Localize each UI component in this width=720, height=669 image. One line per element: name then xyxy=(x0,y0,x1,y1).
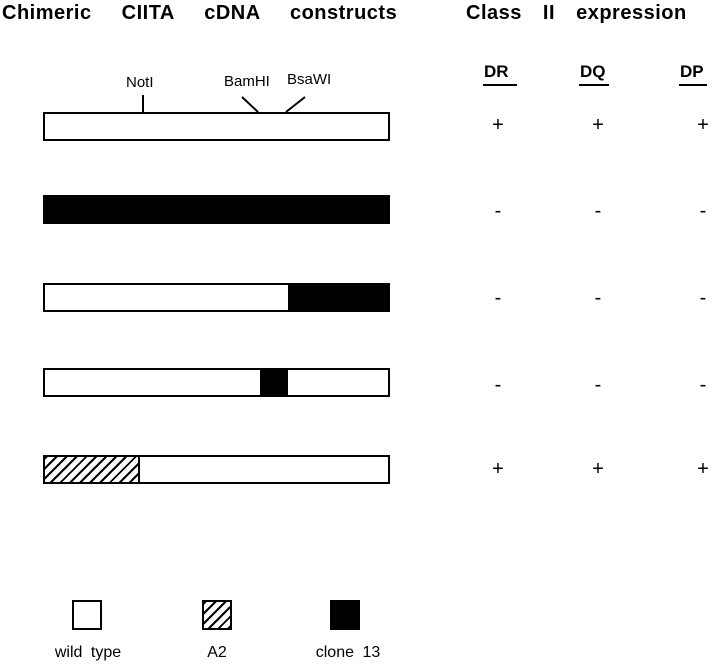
construct-segment-wild xyxy=(45,285,288,310)
legend-swatch-wild-type xyxy=(72,600,102,630)
expression-value: - xyxy=(699,200,707,222)
expression-value: - xyxy=(699,287,707,309)
construct-bar-chimera-internal-clone13 xyxy=(43,368,390,397)
expression-value: + xyxy=(492,458,504,480)
expression-value: - xyxy=(594,200,602,222)
expression-value: - xyxy=(494,374,502,396)
legend-swatch-a2 xyxy=(202,600,232,630)
construct-segment-clone13 xyxy=(287,285,388,310)
column-header-dp: DP xyxy=(679,62,707,86)
restriction-site-pointer-lines xyxy=(142,95,306,113)
bsaWI-pointer-line xyxy=(285,96,306,113)
legend-swatch-clone13 xyxy=(330,600,360,630)
construct-segment-wild xyxy=(287,370,388,395)
restriction-site-label-notI: NotI xyxy=(126,74,154,91)
construct-segment-clone13 xyxy=(260,370,288,395)
column-header-dq: DQ xyxy=(579,62,609,86)
figure-title-expression: Class II expression xyxy=(466,2,687,24)
construct-bar-chimera-3prime-clone13 xyxy=(43,283,390,312)
restriction-site-label-bsaWI: BsaWI xyxy=(287,71,332,88)
construct-bar-clone13 xyxy=(43,195,390,224)
expression-value: - xyxy=(699,374,707,396)
column-header-dr: DR xyxy=(483,62,517,86)
construct-segment-a2 xyxy=(45,457,140,482)
expression-value: + xyxy=(592,458,604,480)
expression-value: - xyxy=(494,200,502,222)
expression-value: + xyxy=(492,114,504,136)
expression-value: + xyxy=(592,114,604,136)
expression-value: + xyxy=(697,114,709,136)
construct-bar-chimera-5prime-a2 xyxy=(43,455,390,484)
expression-value: - xyxy=(494,287,502,309)
expression-value: + xyxy=(697,458,709,480)
construct-bar-wild-type xyxy=(43,112,390,141)
bamHI-pointer-line xyxy=(241,96,259,113)
expression-value: - xyxy=(594,374,602,396)
construct-segment-wild xyxy=(140,457,388,482)
legend-label-a2: A2 xyxy=(207,644,227,661)
legend-label-wild-type: wild type xyxy=(54,644,122,661)
figure-title-constructs: Chimeric CIITA cDNA constructs xyxy=(2,2,398,24)
restriction-site-label-bamHI: BamHI xyxy=(224,73,270,90)
expression-value: - xyxy=(594,287,602,309)
legend-label-clone13: clone 13 xyxy=(315,644,381,661)
construct-segment-wild xyxy=(45,114,388,139)
construct-segment-clone13 xyxy=(45,197,388,222)
construct-segment-wild xyxy=(45,370,261,395)
